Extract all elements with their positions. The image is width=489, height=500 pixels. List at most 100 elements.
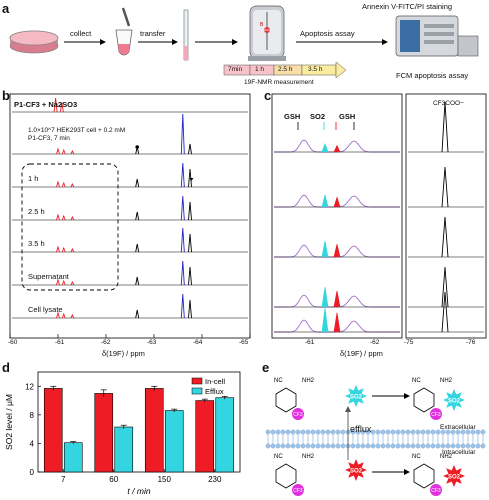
gsh-label-left: GSH [284,112,301,121]
lipid-head [265,429,271,435]
b-peak-red [53,97,58,113]
b-peak-blue [180,113,185,155]
lipid-head [475,443,481,449]
lipid-head [305,443,311,449]
reaction-arrowhead-top [404,393,410,399]
panel-b-spectra [9,93,251,339]
c-tfa-peak [441,266,449,308]
lipid-head [415,429,421,435]
b-peak-red [61,312,66,319]
b-peak-red [56,180,60,188]
trace-label-reference: P1-CF3 + Na2SO3 [14,100,78,109]
lipid-head [385,429,391,435]
b-marker-dot [135,145,139,149]
lipid-head [310,443,316,449]
cell-membrane [265,429,486,449]
so2-text-product-bottom: SO2 [448,475,461,481]
lipid-head [455,443,461,449]
b-peak-red [70,182,75,188]
c-so2-peak-red [333,312,341,333]
d-bar-in-cell [144,388,164,473]
lipid-head [395,429,401,435]
lipid-head [265,443,271,449]
b-peak-blue [180,293,185,319]
lipid-head [335,429,341,435]
timeline-7min: 7min [228,66,243,73]
panel-d-bar-chart: 0 4 8 12 7 60 150 230 t / min SO2 level / μM In-ce… [4,371,241,496]
nc-text: NC [274,378,283,384]
lipid-head [375,443,381,449]
cf3-text: CF3 [431,488,441,494]
nh2-text: NH2 [302,378,315,384]
c-tfa-peak [441,291,449,333]
pyridine-ring [413,463,435,489]
b-peak-blue [180,260,185,286]
so2-text-intracellular: SO2 [350,469,363,475]
b-xtick-4: -64 [193,339,203,346]
cf3-text: CF3 [293,488,303,494]
lipid-head [310,429,316,435]
b-xtick-1: -61 [55,339,65,346]
c-so2-peak-red [333,244,341,258]
d-xtick-label-3: 230 [208,475,222,484]
cf3-text: CF3 [431,412,441,418]
lipid-head [320,429,326,435]
lipid-head [405,429,411,435]
step-transfer-label: transfer [140,29,166,38]
d-xtick-label-0: 7 [61,475,66,484]
c-xtick-76: -76 [466,339,476,346]
panel-c-letter: c [264,88,272,103]
lipid-head [420,429,426,435]
trace-label-lysate: Cell lysate [28,305,63,314]
b-xtick-5: -65 [239,339,249,346]
probe-molecule-top-right: CF3 NC NH2 [412,378,453,420]
panel-b-letter: b [2,88,10,103]
lipid-head [390,443,396,449]
b-peak-red [61,181,66,188]
b-peak-red [70,313,75,319]
b-peak-black [135,178,140,188]
extracellular-label: Extracellular [440,424,476,431]
lipid-head [445,443,451,449]
lipid-head [410,443,416,449]
c-frame-left [271,93,403,339]
d-plot-frame [37,371,241,473]
lipid-head [295,429,301,435]
lipid-head [300,443,306,449]
lipid-head [325,429,331,435]
cf3-badge [292,408,304,420]
efflux-label: efflux [350,424,372,434]
lipid-head [450,443,456,449]
c-so2-peak-red [333,290,341,308]
lipid-head [425,429,431,435]
b-xtick-0: -60 [8,339,18,346]
lipid-head [370,443,376,449]
so2-label: SO2 [310,112,326,121]
b-peak-black [188,201,192,221]
tfa-label: CF3COO− [433,100,464,107]
d-xtick-label-2: 150 [158,475,172,484]
lipid-head [290,443,296,449]
c-tfa-peak [441,166,449,208]
lipid-head [385,443,391,449]
lipid-head [315,443,321,449]
cf3-text: CF3 [293,412,303,418]
reaction-arrowhead-bottom [404,469,410,475]
d-legend-label-1: Efflux [205,387,224,396]
b-peak-black [188,143,192,155]
step-assay-label: Apoptosis assay [300,29,355,38]
lipid-head [350,443,356,449]
b-marker-triangle [189,178,194,181]
c-so2-peak [321,194,329,208]
timeline-bar [223,61,347,79]
d-ytick-label-2: 8 [30,411,35,420]
d-legend-swatch-1 [191,387,203,395]
b-peak-black [135,243,140,253]
b-xtick-3: -63 [147,339,157,346]
nmr-spectrometer-icon: B [248,5,286,61]
timeline-1h: 1 h [255,66,265,73]
lipid-head [395,443,401,449]
panel-c-spectra [271,93,487,339]
lipid-head [365,443,371,449]
b-peak-black [135,276,140,286]
